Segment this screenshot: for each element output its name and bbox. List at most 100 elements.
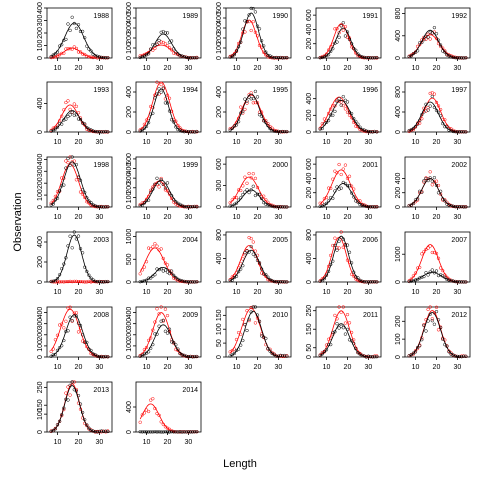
data-point-a (462, 280, 466, 284)
data-point-a (337, 326, 341, 330)
y-tick-label: 200 (395, 187, 402, 199)
data-point-a (318, 279, 322, 283)
data-point-b (268, 124, 272, 129)
data-point-a (251, 96, 255, 101)
data-point-a (278, 280, 283, 284)
data-point-a (161, 430, 165, 434)
x-tick-label: 10 (54, 439, 62, 446)
data-point-a (324, 348, 329, 352)
data-point-a (438, 43, 443, 47)
y-tick-label: 400 (216, 253, 223, 265)
panel-year-label: 2009 (182, 312, 198, 319)
series-line-a (140, 88, 199, 133)
panel-frame (46, 306, 113, 358)
data-point-a (49, 429, 53, 434)
data-point-a (331, 47, 335, 51)
data-point-a (436, 38, 441, 42)
x-tick-label: 30 (185, 364, 193, 371)
data-point-a (320, 55, 324, 60)
data-point-a (464, 56, 468, 60)
data-point-a (153, 273, 157, 277)
y-tick-label: 100 (395, 333, 402, 345)
data-point-a (270, 128, 274, 133)
data-point-a (101, 355, 106, 359)
data-point-a (184, 205, 188, 209)
series-line-b (229, 19, 289, 59)
data-point-a (345, 100, 350, 104)
data-point-a (144, 430, 149, 434)
series-line-a (409, 311, 468, 358)
data-point-b (49, 349, 53, 354)
data-point-a (345, 327, 350, 332)
data-point-a (283, 56, 287, 60)
x-tick-label: 20 (75, 65, 83, 72)
x-tick-label: 10 (233, 139, 241, 146)
data-point-b (60, 280, 64, 284)
data-point-a (280, 280, 285, 284)
data-point-a (257, 261, 262, 265)
data-point-a (234, 123, 239, 127)
data-point-a (443, 342, 447, 347)
data-point-a (157, 38, 161, 43)
data-point-a (424, 34, 428, 39)
y-axis-title: Observation (12, 192, 24, 252)
data-point-b (85, 280, 89, 284)
data-point-b (83, 280, 87, 284)
data-point-b (266, 55, 270, 59)
data-point-a (283, 129, 287, 134)
data-point-a (155, 267, 159, 271)
panel-2002: 10 20 30 0 200 400 2002 (395, 156, 471, 221)
data-point-b (259, 45, 264, 50)
panel-frame (135, 7, 202, 59)
data-point-a (375, 355, 379, 359)
data-point-a (245, 249, 249, 253)
y-tick-label: 400 (126, 12, 133, 24)
data-point-b (245, 181, 249, 185)
data-point-b (144, 260, 149, 264)
data-point-b (157, 413, 161, 417)
data-point-a (368, 355, 373, 359)
data-point-a (276, 204, 281, 209)
data-point-a (157, 267, 161, 272)
data-point-b (430, 317, 434, 321)
data-point-a (104, 56, 108, 60)
data-point-a (195, 354, 199, 359)
data-point-a (138, 430, 142, 434)
data-point-b (74, 311, 79, 315)
data-point-a (83, 340, 87, 345)
data-point-a (99, 355, 104, 359)
data-point-a (341, 21, 345, 25)
data-point-a (101, 280, 106, 284)
data-point-b (339, 230, 343, 234)
y-tick-label: 400 (37, 153, 44, 165)
data-point-a (74, 162, 79, 167)
data-point-b (172, 200, 176, 204)
data-point-b (157, 312, 161, 316)
data-point-b (149, 398, 153, 402)
data-point-a (370, 56, 375, 60)
data-point-b (155, 411, 159, 416)
data-point-b (146, 409, 151, 414)
data-point-a (360, 203, 364, 207)
data-point-a (49, 129, 53, 133)
data-point-b (241, 184, 245, 188)
data-point-a (99, 130, 104, 134)
data-point-a (434, 183, 439, 188)
data-point-a (274, 55, 278, 60)
data-point-a (457, 56, 462, 60)
y-tick-label: 400 (306, 23, 313, 35)
data-point-a (415, 49, 420, 53)
data-point-b (343, 107, 348, 111)
data-point-a (459, 204, 464, 209)
data-point-a (366, 280, 371, 284)
data-point-a (83, 190, 87, 195)
data-point-a (62, 262, 66, 266)
data-point-a (64, 117, 68, 121)
data-point-b (64, 279, 68, 284)
data-point-a (161, 182, 165, 187)
data-point-b (262, 194, 266, 198)
data-point-a (155, 332, 159, 336)
data-point-a (241, 192, 245, 197)
data-point-b (352, 338, 356, 342)
data-point-a (180, 129, 184, 133)
